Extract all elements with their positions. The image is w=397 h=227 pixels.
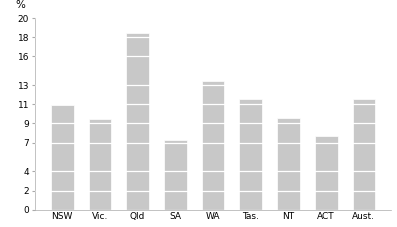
Y-axis label: %: % xyxy=(15,0,25,10)
Bar xyxy=(239,99,262,210)
Bar xyxy=(126,33,149,210)
Bar xyxy=(277,118,300,210)
Bar xyxy=(315,136,337,210)
Bar xyxy=(89,119,111,210)
Bar xyxy=(202,81,224,210)
Bar xyxy=(51,105,73,210)
Bar xyxy=(353,99,375,210)
Bar xyxy=(164,140,187,210)
